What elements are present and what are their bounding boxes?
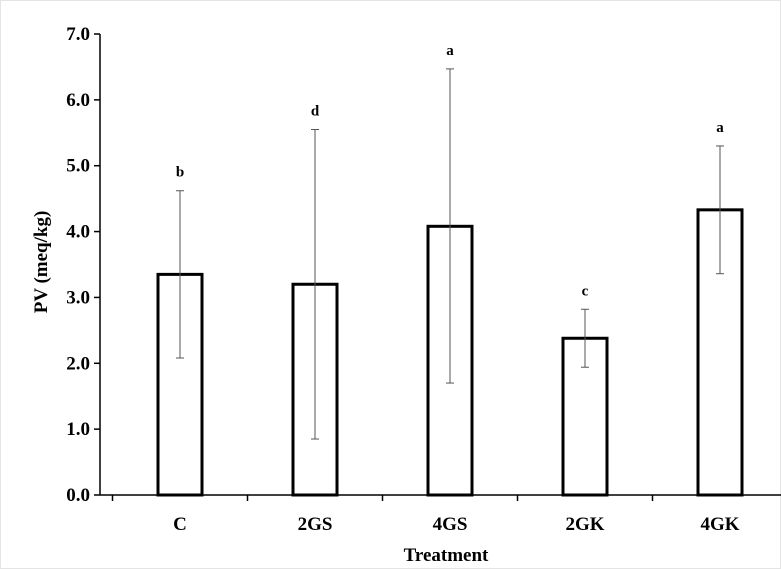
y-tick-label: 3.0 bbox=[66, 287, 90, 308]
y-tick-label: 7.0 bbox=[66, 24, 90, 45]
significance-label: b bbox=[176, 165, 184, 181]
significance-label: a bbox=[716, 120, 724, 136]
significance-label: d bbox=[311, 103, 320, 119]
x-tick-label: 4GK bbox=[700, 514, 739, 535]
bar bbox=[696, 208, 744, 497]
significance-label: a bbox=[446, 43, 454, 59]
significance-label: c bbox=[582, 283, 589, 299]
error-bars bbox=[176, 68, 724, 440]
x-tick-label: C bbox=[173, 514, 187, 535]
y-tick-label: 5.0 bbox=[66, 156, 90, 177]
y-tick-label: 6.0 bbox=[66, 90, 90, 111]
y-tick-label: 2.0 bbox=[66, 353, 90, 374]
x-tick-label: 4GS bbox=[433, 514, 468, 535]
significance-labels: b d a c a bbox=[176, 43, 724, 299]
y-tick-label: 0.0 bbox=[66, 485, 90, 506]
x-axis-title: Treatment bbox=[404, 545, 489, 566]
y-axis: 0.0 1.0 2.0 3.0 4.0 5.0 6.0 7.0 bbox=[66, 24, 101, 506]
y-axis-title: PV (meq/kg) bbox=[31, 211, 52, 314]
y-tick-label: 4.0 bbox=[66, 222, 90, 243]
y-tick-label: 1.0 bbox=[66, 419, 90, 440]
x-tick-label: 2GS bbox=[298, 514, 333, 535]
x-tick-label: 2GK bbox=[565, 514, 604, 535]
